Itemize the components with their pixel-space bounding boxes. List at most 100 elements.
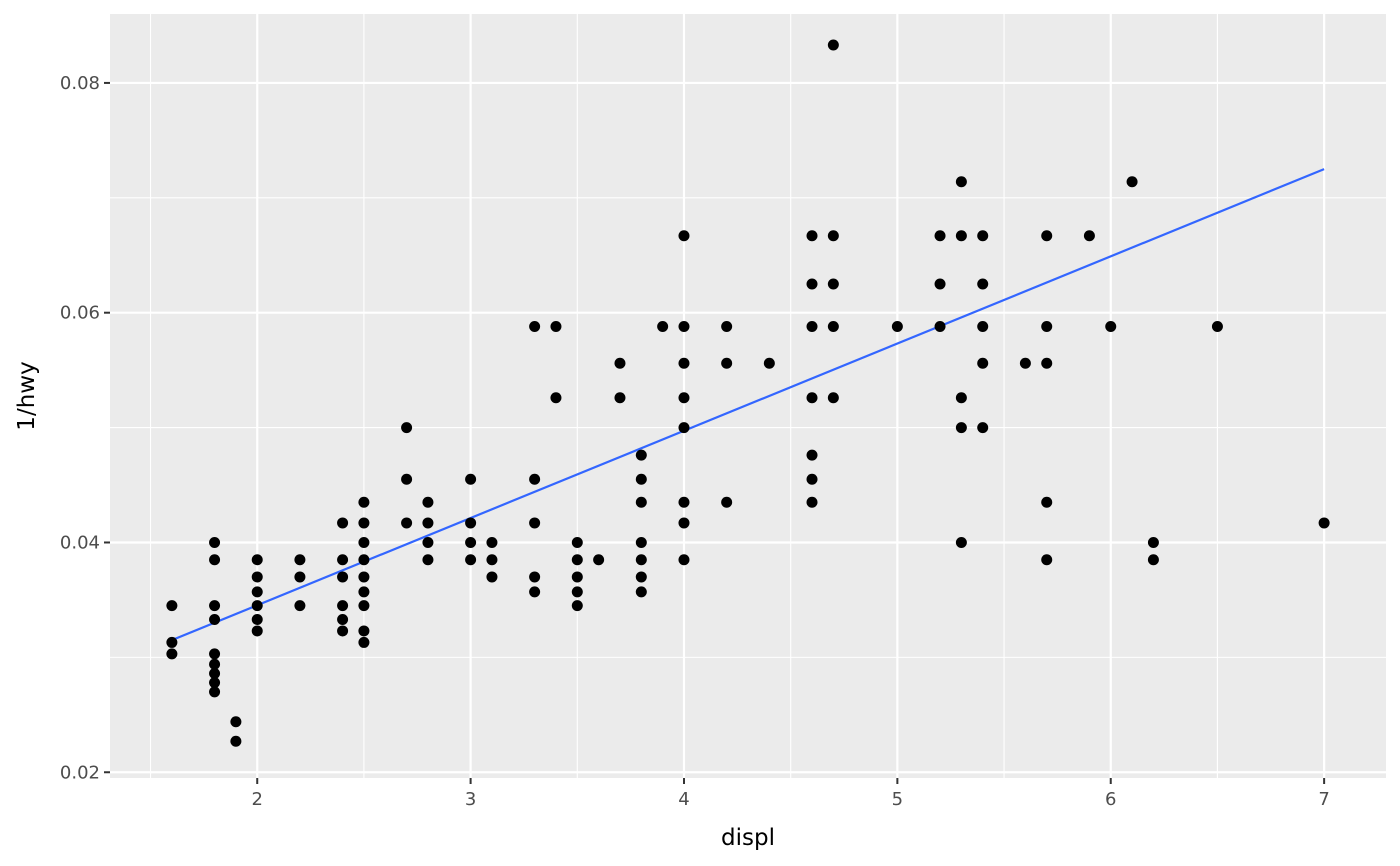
data-point (678, 422, 690, 434)
data-point (806, 496, 818, 508)
data-point (230, 735, 242, 747)
data-point (337, 571, 349, 583)
data-point (209, 658, 221, 670)
data-point (550, 392, 562, 404)
data-point (358, 571, 370, 583)
data-point (337, 613, 349, 625)
data-point (827, 392, 839, 404)
data-point (1126, 176, 1138, 188)
data-point (358, 586, 370, 598)
data-point (486, 554, 498, 566)
x-tick-label: 6 (1105, 789, 1116, 810)
data-point (977, 357, 989, 369)
y-axis: 0.02 0.04 0.06 0.08 (60, 73, 110, 783)
data-point (678, 230, 690, 242)
data-point (806, 473, 818, 485)
data-point (1019, 357, 1031, 369)
data-point (678, 496, 690, 508)
data-point (806, 449, 818, 461)
data-point (934, 230, 946, 242)
data-point (977, 230, 989, 242)
data-point (806, 230, 818, 242)
data-point (1105, 320, 1117, 332)
data-point (806, 320, 818, 332)
data-point (827, 278, 839, 290)
data-point (678, 554, 690, 566)
data-point (529, 473, 541, 485)
data-point (635, 536, 647, 548)
data-point (337, 517, 349, 529)
data-point (593, 554, 605, 566)
data-point (635, 449, 647, 461)
data-point (465, 473, 477, 485)
data-point (294, 571, 306, 583)
data-point (1041, 320, 1053, 332)
data-point (1041, 230, 1053, 242)
data-point (721, 496, 733, 508)
data-point (550, 320, 562, 332)
data-point (337, 600, 349, 612)
data-point (358, 625, 370, 637)
data-point (465, 554, 477, 566)
data-point (251, 613, 263, 625)
x-tick-label: 4 (678, 789, 689, 810)
data-point (827, 39, 839, 51)
data-point (571, 536, 583, 548)
data-point (977, 422, 989, 434)
data-point (358, 496, 370, 508)
y-tick-label: 0.04 (60, 532, 100, 553)
data-point (635, 554, 647, 566)
x-tick-label: 3 (465, 789, 476, 810)
data-point (1041, 554, 1053, 566)
data-point (486, 536, 498, 548)
data-point (827, 320, 839, 332)
x-tick-label: 5 (892, 789, 903, 810)
data-point (166, 648, 178, 660)
data-point (955, 536, 967, 548)
data-point (358, 517, 370, 529)
data-point (358, 536, 370, 548)
data-point (422, 554, 434, 566)
y-tick-label: 0.02 (60, 762, 100, 783)
data-point (955, 422, 967, 434)
data-point (571, 571, 583, 583)
data-point (891, 320, 903, 332)
data-point (827, 230, 839, 242)
data-point (1318, 517, 1330, 529)
data-point (635, 586, 647, 598)
data-point (955, 392, 967, 404)
data-point (934, 278, 946, 290)
data-point (209, 667, 221, 679)
data-point (806, 278, 818, 290)
x-axis-title: displ (721, 825, 775, 851)
data-point (251, 586, 263, 598)
data-point (571, 600, 583, 612)
data-point (251, 571, 263, 583)
data-point (721, 320, 733, 332)
x-tick-label: 2 (252, 789, 263, 810)
data-point (678, 357, 690, 369)
data-point (401, 517, 413, 529)
data-point (955, 176, 967, 188)
data-point (166, 600, 178, 612)
data-point (614, 357, 626, 369)
plot-panel (110, 14, 1386, 778)
data-point (422, 517, 434, 529)
data-point (721, 357, 733, 369)
data-point (678, 392, 690, 404)
minor-gridlines (110, 14, 1386, 778)
data-point (422, 536, 434, 548)
data-point (251, 600, 263, 612)
data-point (294, 554, 306, 566)
data-point (763, 357, 775, 369)
data-point (934, 320, 946, 332)
data-point (358, 554, 370, 566)
data-point (358, 600, 370, 612)
data-point (635, 473, 647, 485)
data-point (1041, 357, 1053, 369)
data-point (486, 571, 498, 583)
x-axis: 2 3 4 5 6 7 (252, 778, 1330, 810)
data-point (209, 648, 221, 660)
data-point (1211, 320, 1223, 332)
